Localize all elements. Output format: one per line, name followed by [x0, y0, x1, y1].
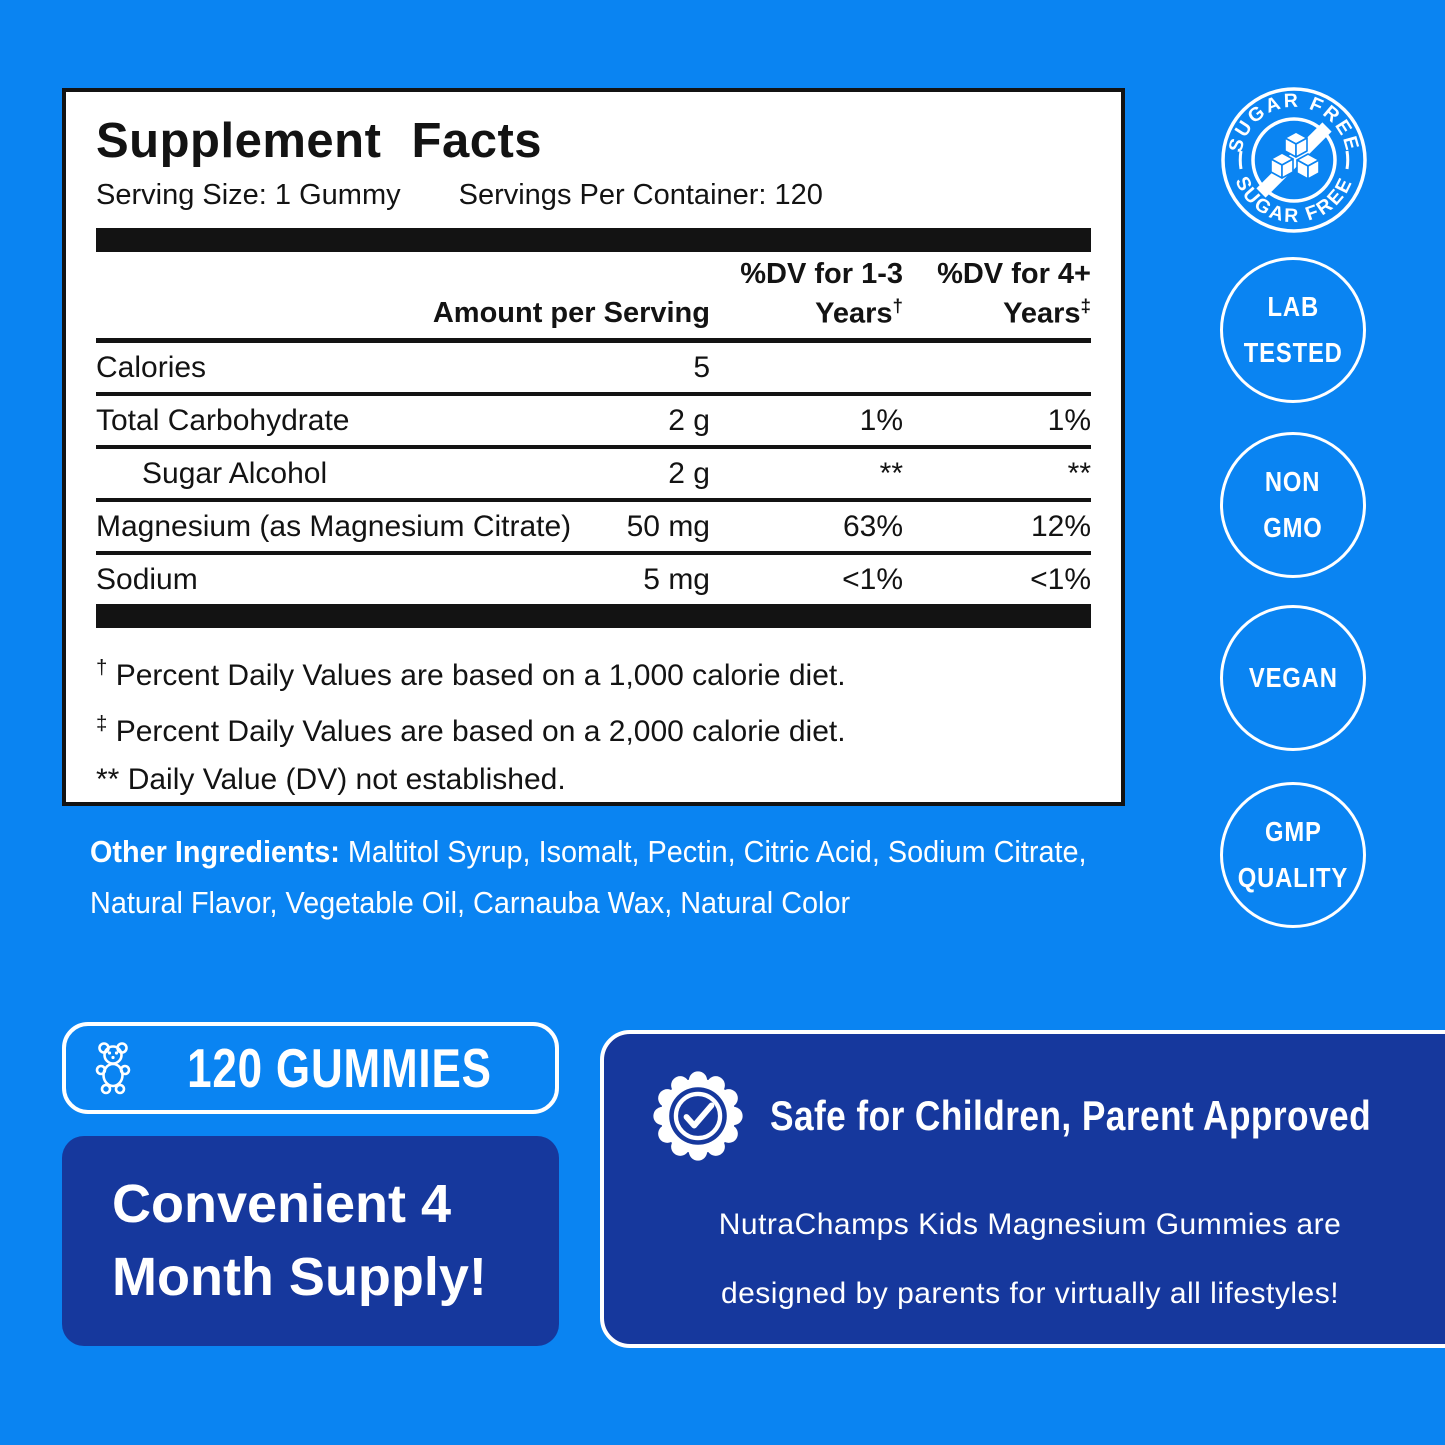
sugar-free-stamp-icon: SUGAR FREE SUGAR FREE	[1221, 87, 1367, 233]
footnote-1000-calorie: † Percent Daily Values are based on a 1,…	[96, 657, 846, 693]
supply-line1: Convenient 4	[112, 1174, 452, 1234]
badge-vegan: VEGAN	[1220, 605, 1366, 751]
table-row-total-carbohydrate: Total Carbohydrate 2 g 1% 1%	[96, 396, 1091, 450]
facts-table-header: Amount per Serving %DV for 1-3 Years† %D…	[96, 252, 1091, 344]
other-ingredients-line1: Other Ingredients: Maltitol Syrup, Isoma…	[90, 834, 1087, 869]
safe-for-children-panel: Safe for Children, Parent Approved Nutra…	[600, 1030, 1445, 1348]
gummies-count-pill: 120 GUMMIES	[62, 1022, 559, 1114]
serving-size: Serving Size: 1 Gummy	[96, 179, 401, 212]
double-asterisk-symbol: **	[96, 763, 120, 797]
table-row-sugar-alcohol: Sugar Alcohol 2 g ** **	[96, 449, 1091, 503]
header-dv-1-3-years: %DV for 1-3 Years†	[740, 258, 903, 331]
safe-body-text: NutraChamps Kids Magnesium Gummies are d…	[650, 1190, 1410, 1328]
gummies-count-label: 120 GUMMIES	[187, 1037, 492, 1099]
footnote-2000-calorie: ‡ Percent Daily Values are based on a 2,…	[96, 713, 846, 749]
footnotes: † Percent Daily Values are based on a 1,…	[96, 644, 1091, 804]
footnote-dv-not-established: ** Daily Value (DV) not established.	[96, 763, 566, 797]
header-amount-per-serving: Amount per Serving	[432, 297, 710, 330]
safe-heading-row: Safe for Children, Parent Approved	[650, 1068, 1445, 1164]
table-row-magnesium: Magnesium (as Magnesium Citrate) 50 mg 6…	[96, 502, 1091, 556]
divider-bar-bottom	[96, 604, 1091, 629]
safe-body-line1: NutraChamps Kids Magnesium Gummies are	[718, 1208, 1342, 1241]
badge-non-gmo: NON GMO	[1220, 432, 1366, 578]
dagger-symbol: †	[96, 657, 108, 680]
safe-heading: Safe for Children, Parent Approved	[770, 1092, 1372, 1139]
double-dagger-symbol: ‡	[1080, 295, 1091, 317]
other-ingredients-label: Other Ingredients:	[90, 834, 340, 869]
other-ingredients: Other Ingredients: Maltitol Syrup, Isoma…	[90, 826, 1290, 928]
gummy-bear-icon	[95, 1042, 131, 1095]
safe-body-line2: designed by parents for virtually all li…	[720, 1277, 1340, 1310]
supply-line2: Month Supply!	[112, 1247, 487, 1307]
double-dagger-symbol: ‡	[96, 713, 108, 736]
approved-seal-check-icon	[653, 1071, 743, 1161]
sugar-free-badge: SUGAR FREE SUGAR FREE	[1218, 84, 1370, 236]
table-row-calories: Calories 5	[96, 343, 1091, 397]
servings-per-container: Servings Per Container: 120	[458, 179, 823, 212]
table-row-sodium: Sodium 5 mg <1% <1%	[96, 563, 1091, 597]
other-ingredients-line2: Natural Flavor, Vegetable Oil, Carnauba …	[90, 885, 851, 920]
badge-gmp-quality: GMP QUALITY	[1220, 782, 1366, 928]
supplement-facts-panel: Supplement Facts Serving Size: 1 Gummy S…	[62, 88, 1125, 806]
supplement-facts-title: Supplement Facts	[96, 114, 543, 168]
serving-info-row: Serving Size: 1 Gummy Servings Per Conta…	[96, 179, 1091, 212]
divider-bar-top	[96, 228, 1091, 253]
header-dv-4plus-years: %DV for 4+ Years‡	[937, 258, 1091, 331]
supply-callout-box: Convenient 4 Month Supply!	[62, 1136, 559, 1346]
dagger-symbol: †	[892, 295, 903, 317]
badge-lab-tested: LAB TESTED	[1220, 257, 1366, 403]
